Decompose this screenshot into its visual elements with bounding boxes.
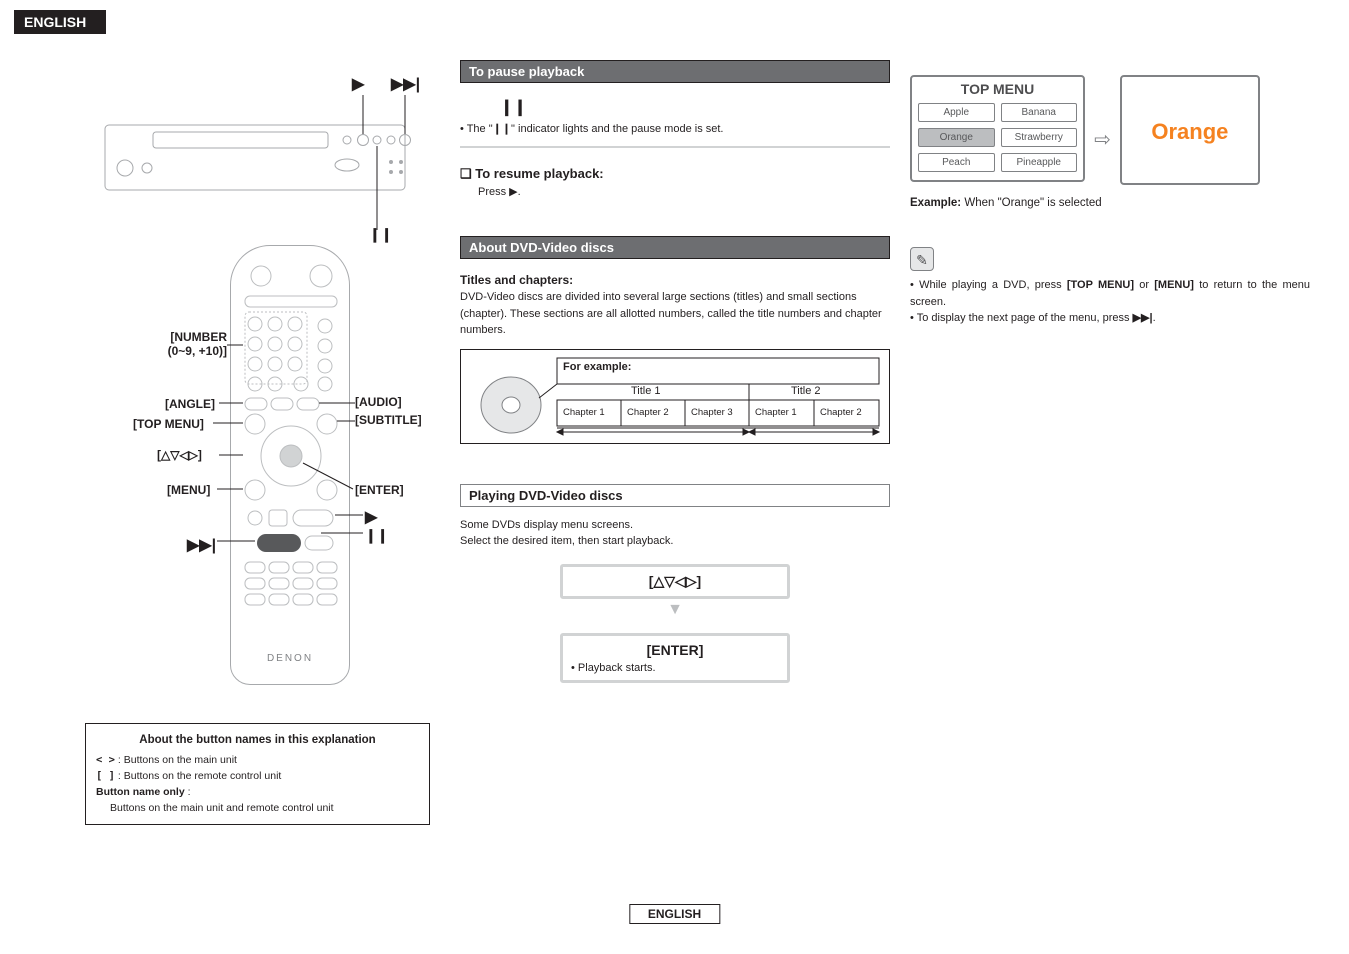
row3-label: Button name only: [96, 786, 185, 798]
nb1c: or: [1134, 279, 1154, 291]
row2-symbol: [ ]: [96, 770, 115, 782]
footer-language: ENGLISH: [629, 904, 720, 924]
pause-callout: ❙❙: [369, 226, 392, 243]
ch3: Chapter 3: [691, 407, 733, 418]
note-bullet-2: • To display the next page of the menu, …: [910, 310, 1310, 327]
nb2c: .: [1153, 312, 1156, 324]
right-column: TOP MENU Apple Banana Orange Strawberry …: [910, 75, 1310, 327]
row2-text: : Buttons on the remote control unit: [118, 770, 281, 782]
about-buttons-row3: Button name only :: [96, 785, 419, 801]
play-callout: ▶: [352, 74, 364, 94]
about-button-names-box: About the button names in this explanati…: [85, 723, 430, 825]
step1-label: [△▽◁▷]: [649, 573, 701, 589]
example-caption-rest: When "Orange" is selected: [961, 197, 1101, 209]
menu-cell-orange[interactable]: Orange: [918, 128, 995, 147]
about-dvd-header: About DVD-Video discs: [460, 236, 890, 259]
disc-diagram: For example: Title 1 Title 2 Chapter 1 C…: [460, 349, 890, 444]
nb1b: [TOP MENU]: [1067, 279, 1134, 291]
resume-block: ❑ To resume playback: Press ▶.: [460, 166, 890, 201]
pause-step: ❙❙ • The "❙❙" indicator lights and the p…: [460, 97, 890, 148]
next-callout: ▶▶|: [391, 74, 420, 94]
top-menu-box: TOP MENU Apple Banana Orange Strawberry …: [910, 75, 1085, 182]
step2-box: [ENTER] • Playback starts.: [560, 633, 790, 683]
note-icon: ✎: [910, 247, 934, 271]
step1-box: [△▽◁▷]: [560, 564, 790, 599]
nb1a: • While playing a DVD, press: [910, 279, 1067, 291]
example-caption: Example: When "Orange" is selected: [910, 197, 1310, 209]
ch1: Chapter 1: [563, 407, 605, 418]
middle-column: To pause playback ❙❙ • The "❙❙" indicato…: [460, 60, 890, 683]
menu-cell-apple[interactable]: Apple: [918, 103, 995, 122]
menu-cell-banana[interactable]: Banana: [1001, 103, 1078, 122]
titles-chapters-body: DVD-Video discs are divided into several…: [460, 289, 890, 339]
nb1d: [MENU]: [1154, 279, 1194, 291]
step2-note: • Playback starts.: [571, 662, 779, 674]
pause-header: To pause playback: [460, 60, 890, 83]
resume-text: Press ▶.: [460, 184, 890, 201]
step-arrow-down: ▼: [460, 601, 890, 619]
about-buttons-row1: < > : Buttons on the main unit: [96, 753, 419, 769]
playing-line1: Some DVDs display menu screens.: [460, 517, 890, 534]
playing-line2: Select the desired item, then start play…: [460, 533, 890, 550]
title2: Title 2: [791, 385, 821, 397]
note-bullet-1: • While playing a DVD, press [TOP MENU] …: [910, 277, 1310, 310]
about-buttons-title: About the button names in this explanati…: [96, 732, 419, 749]
for-example-label: For example:: [563, 361, 631, 373]
arrow-right-icon: ⇨: [1094, 127, 1111, 152]
menu-cell-pineapple[interactable]: Pineapple: [1001, 153, 1078, 172]
about-buttons-row2: [ ] : Buttons on the remote control unit: [96, 769, 419, 785]
menu-cell-peach[interactable]: Peach: [918, 153, 995, 172]
top-menu-example: TOP MENU Apple Banana Orange Strawberry …: [910, 75, 1310, 185]
row1-text: : Buttons on the main unit: [118, 754, 237, 766]
row3-text: Buttons on the main unit and remote cont…: [96, 801, 419, 817]
pause-symbol: ❙❙: [500, 99, 527, 116]
ch4: Chapter 1: [755, 407, 797, 418]
row1-symbol: < >: [96, 754, 115, 766]
notes-block: ✎ • While playing a DVD, press [TOP MENU…: [910, 247, 1310, 327]
menu-grid: Apple Banana Orange Strawberry Peach Pin…: [918, 103, 1077, 172]
resume-header: ❑ To resume playback:: [460, 166, 890, 182]
about-dvd-body: Titles and chapters: DVD-Video discs are…: [460, 273, 890, 339]
playing-header: Playing DVD-Video discs: [460, 484, 890, 507]
orange-detail-box: Orange: [1120, 75, 1260, 185]
ch2: Chapter 2: [627, 407, 669, 418]
ch5: Chapter 2: [820, 407, 862, 418]
top-menu-title: TOP MENU: [918, 81, 1077, 97]
language-tab: ENGLISH: [14, 10, 106, 34]
menu-cell-strawberry[interactable]: Strawberry: [1001, 128, 1078, 147]
remote-diagram: DENON [NUMBER (0~9, +10)] [ANGLE] [TOP M…: [115, 245, 415, 705]
step2-label: [ENTER]: [571, 642, 779, 658]
main-unit-diagram: ▶ ▶▶| ❙❙: [95, 70, 425, 185]
nb2a: • To display the next page of the menu, …: [910, 312, 1133, 324]
titles-chapters-sub: Titles and chapters:: [460, 273, 890, 287]
example-caption-bold: Example:: [910, 197, 961, 209]
pause-note: • The "❙❙" indicator lights and the paus…: [460, 121, 890, 138]
title1: Title 1: [631, 385, 661, 397]
nb2b: ▶▶|: [1133, 312, 1153, 324]
left-column: ▶ ▶▶| ❙❙: [85, 70, 430, 825]
